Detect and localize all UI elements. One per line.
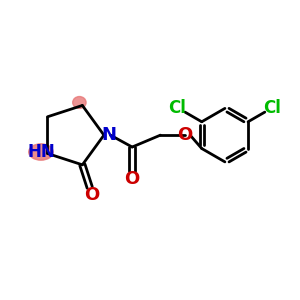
Text: O: O [177,126,192,144]
Text: O: O [84,185,100,203]
Ellipse shape [73,97,86,108]
Ellipse shape [29,144,53,160]
Text: Cl: Cl [264,99,281,117]
Text: HN: HN [27,143,55,161]
Text: O: O [124,170,140,188]
Text: Cl: Cl [168,99,186,117]
Text: N: N [102,126,117,144]
